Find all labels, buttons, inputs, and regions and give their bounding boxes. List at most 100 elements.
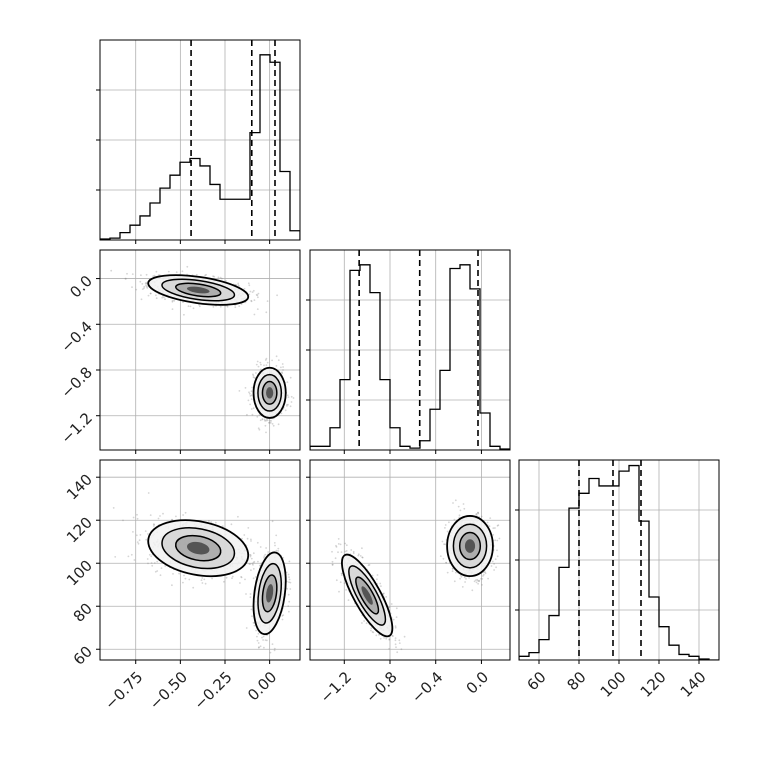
scatter-point xyxy=(290,395,293,398)
scatter-point xyxy=(481,578,484,580)
scatter-point xyxy=(398,639,401,642)
scatter-point xyxy=(265,547,267,549)
panel-content xyxy=(110,265,295,434)
scatter-point xyxy=(249,596,252,599)
scatter-point xyxy=(150,562,153,564)
scatter-point xyxy=(257,365,260,368)
scatter-point xyxy=(286,381,289,384)
scatter-point xyxy=(253,560,256,563)
scatter-point xyxy=(476,578,479,581)
scatter-point xyxy=(248,392,251,395)
scatter-point xyxy=(140,274,142,277)
scatter-point xyxy=(488,525,491,528)
scatter-point xyxy=(271,423,274,425)
scatter-point xyxy=(392,635,394,637)
scatter-point xyxy=(471,589,474,592)
scatter-point xyxy=(231,575,234,578)
scatter-point xyxy=(257,632,260,635)
scatter-point xyxy=(127,555,130,558)
scatter-point xyxy=(288,600,291,603)
scatter-point xyxy=(249,554,252,557)
scatter-point xyxy=(257,296,259,299)
scatter-point xyxy=(344,542,347,545)
scatter-point xyxy=(284,409,287,412)
scatter-point xyxy=(272,424,275,427)
scatter-point xyxy=(368,564,371,566)
scatter-point xyxy=(264,424,267,427)
scatter-point xyxy=(288,576,290,578)
scatter-point xyxy=(451,570,454,573)
scatter-point xyxy=(268,421,270,424)
scatter-point xyxy=(453,580,456,583)
scatter-point xyxy=(238,285,241,287)
scatter-point xyxy=(491,560,494,563)
scatter-point xyxy=(452,568,454,570)
scatter-point xyxy=(444,527,446,529)
scatter-point xyxy=(290,401,293,403)
scatter-point xyxy=(238,390,241,392)
scatter-point xyxy=(392,618,395,621)
scatter-point xyxy=(495,566,497,569)
scatter-point xyxy=(259,419,262,422)
scatter-point xyxy=(263,555,266,558)
contour-level xyxy=(361,586,373,605)
scatter-point xyxy=(257,642,260,644)
scatter-point xyxy=(252,374,255,377)
scatter-point xyxy=(380,585,382,587)
scatter-point xyxy=(147,533,149,535)
scatter-point xyxy=(494,527,496,529)
scatter-point xyxy=(480,515,483,518)
scatter-point xyxy=(182,581,184,584)
scatter-point xyxy=(212,275,215,278)
scatter-point xyxy=(289,581,292,584)
scatter-point xyxy=(331,563,334,566)
scatter-point xyxy=(162,512,164,515)
scatter-point xyxy=(484,571,486,573)
scatter-point xyxy=(221,277,223,280)
scatter-point xyxy=(226,305,229,308)
x-tick-label: −0.25 xyxy=(191,668,236,713)
scatter-point xyxy=(352,550,355,553)
scatter-point xyxy=(256,541,259,544)
scatter-point xyxy=(477,582,479,585)
scatter-point xyxy=(459,509,462,512)
scatter-point xyxy=(269,422,272,424)
scatter-point xyxy=(164,565,167,567)
scatter-point xyxy=(154,570,157,573)
scatter-point xyxy=(252,622,255,624)
scatter-point xyxy=(275,365,278,367)
scatter-point xyxy=(350,549,353,551)
scatter-point xyxy=(494,558,497,561)
x-tick-label: −0.75 xyxy=(101,668,146,713)
scatter-point xyxy=(245,593,247,595)
scatter-point xyxy=(250,390,253,393)
scatter-point xyxy=(250,569,252,572)
contour-level xyxy=(266,387,274,399)
scatter-point xyxy=(361,622,363,624)
scatter-point xyxy=(493,569,495,571)
scatter-point xyxy=(250,408,253,410)
scatter-point xyxy=(184,511,187,514)
scatter-point xyxy=(153,562,156,564)
scatter-point xyxy=(155,294,157,297)
scatter-point xyxy=(252,577,255,580)
panel-content xyxy=(519,460,719,660)
scatter-point xyxy=(420,676,422,678)
scatter-point xyxy=(394,626,397,629)
scatter-point xyxy=(249,563,252,565)
scatter-point xyxy=(239,582,241,584)
scatter-point xyxy=(264,639,267,641)
scatter-point xyxy=(182,301,184,303)
scatter-point xyxy=(262,639,264,641)
scatter-point xyxy=(475,513,478,516)
scatter-point xyxy=(257,560,259,563)
scatter-point xyxy=(225,280,228,282)
scatter-point xyxy=(175,271,178,274)
scatter-point xyxy=(344,550,347,553)
scatter-point xyxy=(145,538,148,541)
scatter-point xyxy=(489,517,492,519)
scatter-point xyxy=(161,296,164,299)
scatter-point xyxy=(461,586,464,588)
panel-hist-2 xyxy=(515,459,720,664)
scatter-point xyxy=(210,521,213,524)
